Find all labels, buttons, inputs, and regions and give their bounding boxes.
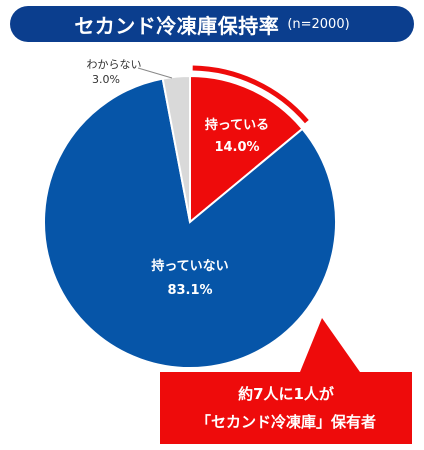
chart-title-bar: セカンド冷凍庫保持率 (n=2000) <box>10 6 414 42</box>
callout-line-1: 約7人に1人が <box>238 385 335 403</box>
callout-line-2: 「セカンド冷凍庫」保有者 <box>196 413 376 431</box>
slice-value-unknown: 3.0% <box>92 73 120 86</box>
sample-size: (n=2000) <box>287 16 350 32</box>
slice-label-unknown: わからない <box>87 58 142 71</box>
chart-title: セカンド冷凍庫保持率 <box>74 13 280 38</box>
slice-value-own: 14.0% <box>214 140 259 155</box>
unknown-leader-line <box>137 67 173 79</box>
pie-slices <box>43 74 337 369</box>
slice-label-own: 持っている <box>205 117 269 133</box>
slice-label-not-own: 持っていない <box>151 258 228 274</box>
callout-box <box>160 318 412 444</box>
slice-value-not-own: 83.1% <box>167 283 212 298</box>
pie-slice-not-own <box>43 77 337 369</box>
pie-slice-unknown <box>161 74 191 223</box>
own-slice-outline <box>192 65 309 124</box>
pie-slice-own <box>189 74 304 225</box>
